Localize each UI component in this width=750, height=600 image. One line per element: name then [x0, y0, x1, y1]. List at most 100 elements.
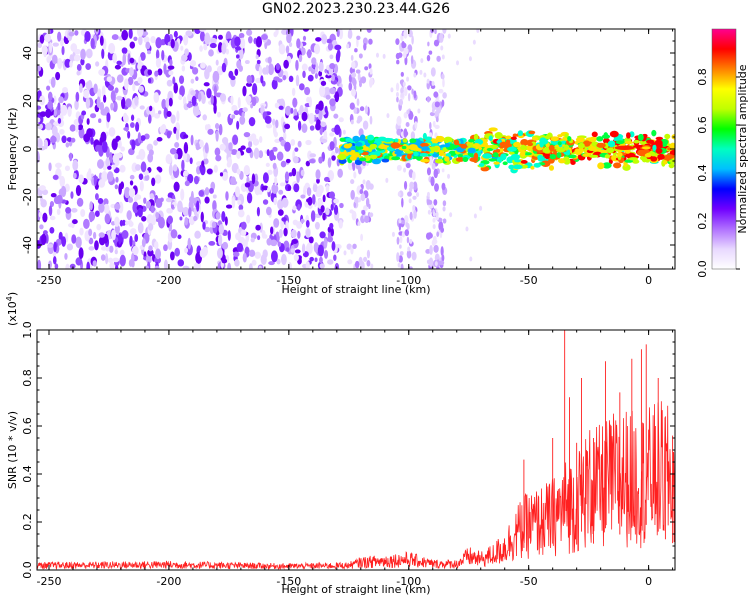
noise-blob: [199, 45, 203, 52]
noise-blob: [412, 205, 416, 211]
signal-blob: [419, 152, 429, 157]
signal-blob: [358, 149, 364, 154]
noise-blob: [49, 226, 55, 234]
noise-blob: [247, 135, 255, 142]
noise-blob: [368, 203, 371, 210]
noise-blob: [68, 223, 74, 228]
noise-blob: [170, 229, 178, 239]
noise-blob: [357, 115, 363, 123]
noise-blob: [300, 194, 306, 199]
signal-blob: [654, 139, 663, 147]
noise-blob: [268, 261, 275, 266]
noise-blob: [343, 250, 347, 256]
noise-blob: [75, 236, 82, 249]
noise-blob: [80, 58, 85, 66]
noise-blob: [111, 138, 118, 151]
noise-blob: [75, 122, 79, 133]
signal-blob: [597, 162, 605, 170]
signal-blob: [646, 139, 655, 144]
noise-blob: [408, 29, 413, 38]
noise-blob: [198, 190, 205, 197]
signal-blob: [520, 160, 528, 164]
signal-blob: [493, 161, 500, 165]
signal-blob: [613, 162, 622, 169]
noise-blob: [88, 228, 93, 237]
signal-blob: [650, 156, 658, 162]
signal-blob: [532, 136, 539, 141]
noise-blob: [190, 90, 196, 96]
noise-blob: [405, 222, 409, 228]
snr-x-tick-label: 0: [645, 575, 652, 588]
noise-blob: [47, 91, 53, 101]
noise-blob: [236, 168, 241, 175]
noise-blob: [316, 185, 323, 197]
noise-blob: [297, 120, 302, 131]
signal-blob: [557, 134, 563, 138]
signal-blob: [510, 136, 517, 141]
signal-blob: [556, 151, 562, 159]
noise-blob: [245, 147, 252, 154]
noise-blob: [298, 256, 302, 262]
noise-blob: [57, 57, 63, 70]
noise-blob: [356, 37, 359, 48]
signal-blob: [657, 153, 665, 160]
noise-blob: [193, 175, 200, 185]
noise-blob: [173, 82, 179, 94]
noise-blob: [131, 245, 139, 256]
noise-blob: [385, 177, 389, 183]
noise-blob: [127, 219, 133, 226]
snr-y-tick-label: 0.6: [21, 417, 34, 435]
noise-blob: [468, 56, 472, 62]
noise-blob: [168, 97, 173, 107]
noise-blob: [140, 135, 146, 142]
noise-blob: [242, 252, 247, 263]
noise-blob: [329, 87, 337, 95]
signal-blob: [624, 141, 634, 145]
noise-blob: [294, 249, 301, 254]
noise-blob: [324, 176, 330, 182]
noise-blob: [362, 179, 366, 185]
noise-blob: [351, 72, 357, 78]
noise-blob: [267, 63, 274, 76]
noise-blob: [431, 239, 436, 247]
signal-blob: [530, 165, 535, 170]
noise-blob: [350, 54, 354, 61]
noise-blob: [412, 195, 417, 200]
noise-blob: [191, 95, 197, 106]
noise-blob: [204, 196, 210, 204]
noise-blob: [354, 196, 360, 204]
noise-blob: [271, 79, 278, 90]
noise-blob: [218, 224, 225, 235]
noise-blob: [360, 193, 366, 202]
noise-blob: [435, 116, 439, 123]
noise-blob: [138, 173, 144, 180]
signal-blob: [430, 146, 439, 151]
signal-blob: [633, 144, 643, 148]
noise-blob: [260, 75, 264, 84]
noise-blob: [261, 229, 266, 239]
signal-blob: [343, 143, 352, 149]
signal-blob: [495, 149, 501, 153]
noise-blob: [101, 85, 106, 98]
noise-blob: [442, 78, 445, 88]
spectrogram-y-tick-label: -20: [21, 188, 34, 206]
noise-blob: [81, 110, 87, 116]
noise-blob: [75, 257, 83, 266]
signal-blob: [607, 140, 616, 148]
noise-blob: [251, 96, 257, 107]
noise-blob: [129, 67, 134, 77]
noise-blob: [245, 82, 253, 87]
noise-blob: [51, 54, 58, 65]
noise-blob: [292, 205, 297, 211]
noise-blob: [309, 256, 314, 262]
noise-blob: [291, 167, 297, 177]
noise-blob: [210, 37, 217, 44]
noise-blob: [186, 103, 193, 108]
noise-blob: [106, 76, 113, 83]
noise-blob: [318, 108, 323, 121]
noise-blob: [291, 238, 299, 245]
noise-blob: [282, 74, 287, 81]
noise-blob: [432, 224, 436, 230]
snr-x-tick-label: -150: [276, 575, 301, 588]
noise-blob: [198, 139, 204, 148]
